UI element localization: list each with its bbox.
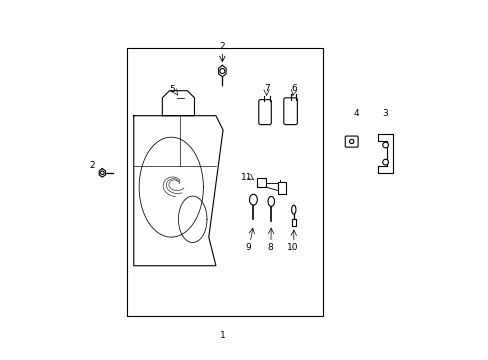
Text: 3: 3 [381,109,387,118]
FancyBboxPatch shape [345,136,357,147]
Text: 8: 8 [267,243,272,252]
Text: 9: 9 [244,243,250,252]
Text: 10: 10 [286,243,298,252]
Circle shape [101,171,104,175]
Text: 7: 7 [263,84,269,93]
Text: 6: 6 [291,84,297,93]
Text: 1: 1 [220,331,225,340]
Circle shape [349,139,353,144]
Bar [278,182,285,194]
Text: 2: 2 [219,41,224,50]
Bar [126,48,323,316]
Circle shape [382,159,387,165]
Ellipse shape [291,205,295,214]
Bar [291,219,295,226]
Circle shape [220,68,224,73]
Ellipse shape [249,194,257,205]
FancyBboxPatch shape [258,100,271,125]
Text: 2: 2 [89,161,95,170]
Text: 11: 11 [240,173,251,182]
Text: 4: 4 [352,109,358,118]
Ellipse shape [267,197,274,206]
Text: 5: 5 [169,85,175,94]
Circle shape [382,142,387,148]
Bar [257,178,265,187]
FancyBboxPatch shape [283,98,297,125]
